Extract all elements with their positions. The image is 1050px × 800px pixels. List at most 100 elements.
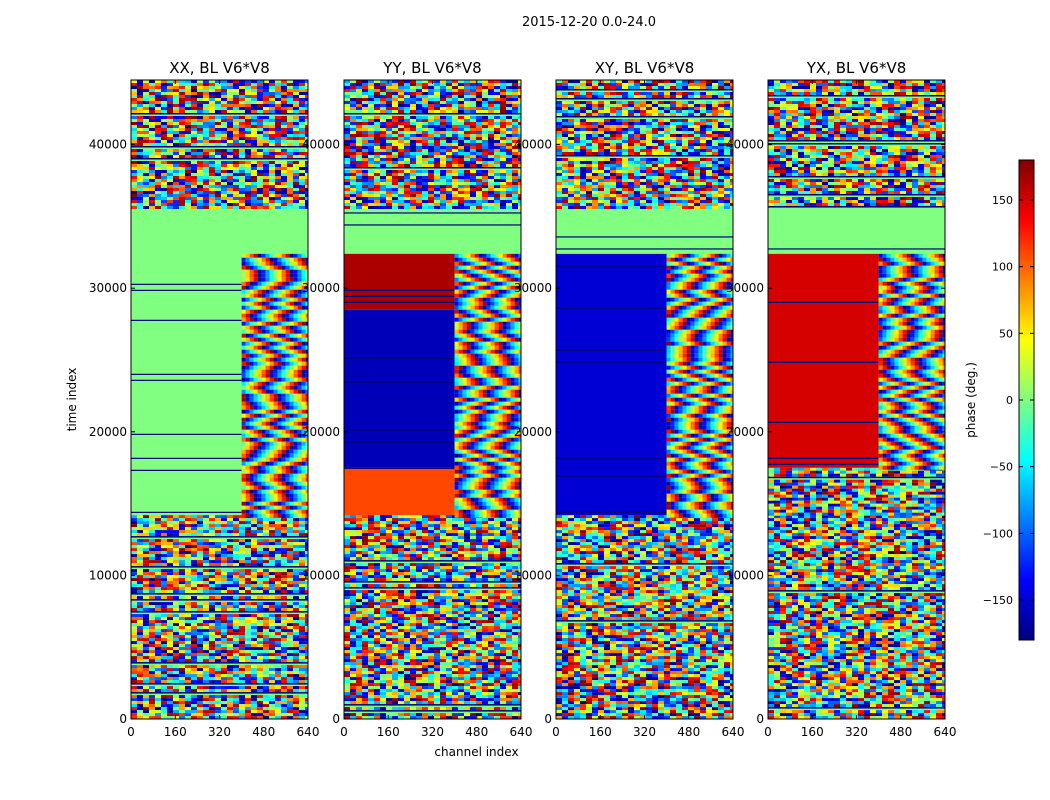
- heatmap-cell: [488, 575, 494, 579]
- heatmap-cell: [245, 116, 251, 119]
- heatmap-cell: [416, 515, 422, 519]
- heatmap-cell: [305, 689, 308, 693]
- heatmap-cell: [221, 578, 227, 582]
- heatmap-cell: [293, 713, 299, 717]
- heatmap-cell: [263, 710, 269, 714]
- heatmap-cell: [299, 101, 305, 104]
- heatmap-cell: [143, 140, 149, 143]
- heatmap-cell: [458, 521, 464, 525]
- heatmap-cell: [289, 501, 294, 506]
- heatmap-cell: [273, 421, 278, 426]
- heatmap-cell: [245, 596, 251, 600]
- heatmap-cell: [263, 116, 269, 119]
- heatmap-cell: [131, 119, 137, 122]
- heatmap-cell: [257, 110, 263, 113]
- heatmap-cell: [203, 155, 209, 158]
- heatmap-cell: [301, 461, 306, 466]
- heatmap-cell: [131, 95, 137, 98]
- heatmap-cell: [277, 393, 282, 398]
- heatmap-cell: [143, 704, 149, 708]
- heatmap-cell: [131, 92, 137, 95]
- heatmap-cell: [263, 89, 269, 92]
- heatmap-cell: [209, 623, 215, 627]
- heatmap-cell: [191, 188, 197, 191]
- heatmap-cell: [350, 536, 356, 540]
- heatmap-cell: [269, 409, 274, 414]
- heatmap-cell: [281, 309, 286, 314]
- heatmap-cell: [239, 518, 245, 522]
- heatmap-cell: [215, 524, 221, 528]
- heatmap-cell: [179, 713, 185, 717]
- heatmap-cell: [293, 257, 298, 262]
- heatmap-cell: [386, 584, 392, 588]
- heatmap-cell: [185, 530, 191, 534]
- heatmap-cell: [458, 584, 464, 588]
- heatmap-cell: [446, 572, 452, 576]
- heatmap-cell: [301, 265, 306, 270]
- heatmap-cell: [239, 548, 245, 552]
- heatmap-cell: [301, 297, 306, 302]
- heatmap-cell: [173, 539, 179, 543]
- heatmap-cell: [404, 590, 410, 594]
- heatmap-cell: [257, 152, 263, 155]
- heatmap-cell: [155, 203, 161, 206]
- heatmap-cell: [233, 515, 239, 519]
- heatmap-cell: [179, 140, 185, 143]
- heatmap-cell: [249, 417, 254, 422]
- heatmap-cell: [161, 644, 167, 648]
- heatmap-cell: [251, 710, 257, 714]
- heatmap-cell: [285, 261, 290, 266]
- heatmap-cell: [257, 489, 262, 494]
- heatmap-cell: [500, 533, 506, 537]
- heatmap-cell: [249, 461, 254, 466]
- heatmap-cell: [263, 176, 269, 179]
- heatmap-cell: [261, 289, 266, 294]
- heatmap-cell: [227, 674, 233, 678]
- heatmap-cell: [167, 635, 173, 639]
- heatmap-cell: [506, 518, 512, 522]
- heatmap-cell: [285, 273, 290, 278]
- heatmap-cell: [185, 539, 191, 543]
- heatmap-cell: [297, 277, 302, 282]
- heatmap-cell: [374, 530, 380, 534]
- heatmap-cell: [173, 617, 179, 621]
- heatmap-cell: [257, 518, 263, 522]
- heatmap-cell: [167, 104, 173, 107]
- heatmap-cell: [245, 341, 250, 346]
- heatmap-cell: [239, 86, 245, 89]
- heatmap-cell: [249, 481, 254, 486]
- heatmap-cell: [422, 599, 428, 603]
- heatmap-cell: [227, 164, 233, 167]
- heatmap-cell: [239, 707, 245, 711]
- heatmap-cell: [297, 285, 302, 290]
- heatmap-cell: [239, 695, 245, 699]
- heatmap-cell: [245, 602, 251, 606]
- heatmap-cell: [287, 689, 293, 693]
- heatmap-cell: [488, 578, 494, 582]
- heatmap-cell: [257, 369, 262, 374]
- heatmap-cell: [344, 596, 350, 600]
- heatmap-cell: [149, 578, 155, 582]
- heatmap-cell: [221, 623, 227, 627]
- heatmap-cell: [263, 101, 269, 104]
- heatmap-cell: [179, 689, 185, 693]
- heatmap-cell: [185, 668, 191, 672]
- heatmap-cell: [263, 644, 269, 648]
- heatmap-cell: [263, 173, 269, 176]
- heatmap-cell: [285, 385, 290, 390]
- heatmap-cell: [143, 581, 149, 585]
- heatmap-cell: [215, 122, 221, 125]
- heatmap-cell: [446, 593, 452, 597]
- heatmap-cell: [227, 83, 233, 86]
- heatmap-cell: [422, 554, 428, 558]
- heatmap-cell: [275, 539, 281, 543]
- heatmap-cell: [251, 671, 257, 675]
- heatmap-cell: [167, 710, 173, 714]
- heatmap-cell: [209, 635, 215, 639]
- heatmap-cell: [476, 521, 482, 525]
- heatmap-cell: [185, 107, 191, 110]
- heatmap-cell: [221, 650, 227, 654]
- heatmap-cell: [299, 590, 305, 594]
- heatmap-cell: [275, 188, 281, 191]
- heatmap-cell: [197, 698, 203, 702]
